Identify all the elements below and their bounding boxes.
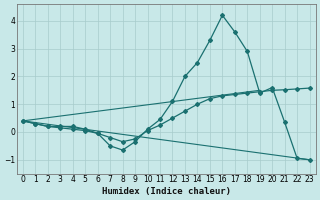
X-axis label: Humidex (Indice chaleur): Humidex (Indice chaleur) — [102, 187, 231, 196]
